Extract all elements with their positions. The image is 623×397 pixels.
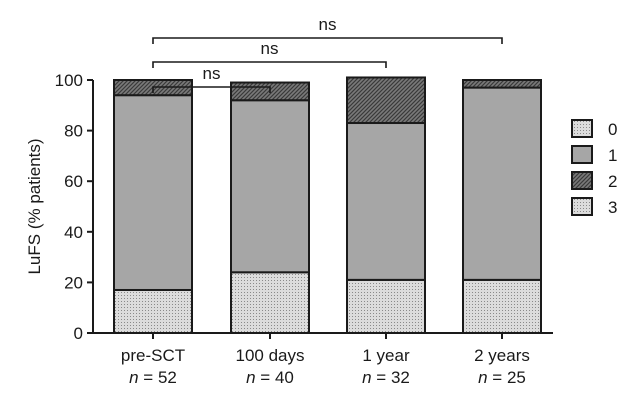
x-tick-n-label: n = 25	[478, 368, 526, 387]
y-tick-label: 20	[64, 273, 83, 292]
legend-label: 0	[608, 120, 617, 139]
bars-group	[113, 76, 542, 334]
legend-label: 2	[608, 172, 617, 191]
bar-segment	[230, 271, 310, 334]
bar-segment	[462, 79, 542, 89]
bar-segment	[346, 122, 426, 281]
legend-swatch	[571, 145, 593, 164]
significance-bracket	[152, 61, 387, 68]
bar-segment	[113, 288, 193, 334]
bar-segment	[230, 99, 310, 274]
y-tick-label: 60	[64, 172, 83, 191]
y-tick-label: 0	[74, 324, 83, 343]
legend-label: 3	[608, 198, 617, 217]
x-tick-n-label: n = 40	[246, 368, 294, 387]
legend-label: 1	[608, 146, 617, 165]
bar-segment	[113, 94, 193, 291]
legend: 0 1 2 3	[571, 119, 617, 217]
significance-label: ns	[319, 15, 337, 34]
legend-swatch	[571, 171, 593, 190]
bar-segment	[462, 86, 542, 281]
bar-segment	[346, 76, 426, 125]
significance-label: ns	[261, 39, 279, 58]
y-tick-label: 40	[64, 223, 83, 242]
axes-group: 0 20 40 60 80 100 LuFS (% patients) pre-SCT n = …	[25, 71, 553, 387]
significance-brackets: ns ns ns	[152, 15, 503, 93]
legend-swatch	[571, 119, 593, 138]
legend-swatch	[571, 197, 593, 216]
y-axis-label: LuFS (% patients)	[25, 138, 44, 274]
x-tick-label: 1 year	[362, 346, 410, 365]
x-tick-label: pre-SCT	[121, 346, 185, 365]
y-tick-label: 100	[55, 71, 83, 90]
x-tick-n-label: n = 32	[362, 368, 410, 387]
y-tick-label: 80	[64, 122, 83, 141]
bar-segment	[462, 278, 542, 334]
significance-bracket	[152, 37, 503, 44]
bar-segment	[346, 278, 426, 334]
significance-bracket	[152, 86, 271, 93]
x-tick-n-label: n = 52	[129, 368, 177, 387]
significance-label: ns	[203, 64, 221, 83]
x-tick-label: 2 years	[474, 346, 530, 365]
x-tick-label: 100 days	[236, 346, 305, 365]
